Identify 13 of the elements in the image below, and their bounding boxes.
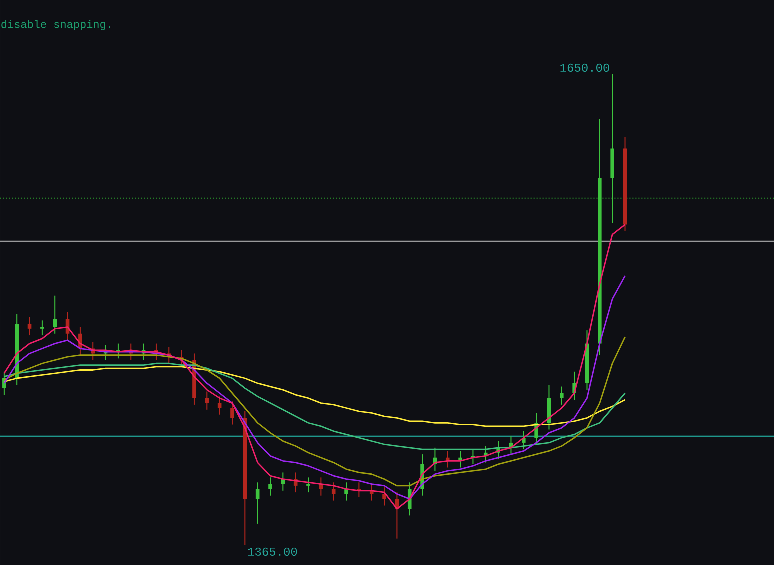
candlestick [53,295,58,334]
annotation: 1365.00 [248,548,298,556]
annotation: disable snapping. [2,20,110,30]
candlestick [382,486,386,506]
candlestick [560,386,564,406]
candlestick [230,401,234,426]
annotation: 1650.00 [560,64,610,72]
candlestick [306,477,310,493]
candlestick [268,477,272,496]
candlestick [218,396,222,416]
candlestick [28,316,32,336]
candlestick [205,391,210,410]
candlestick [40,320,44,336]
